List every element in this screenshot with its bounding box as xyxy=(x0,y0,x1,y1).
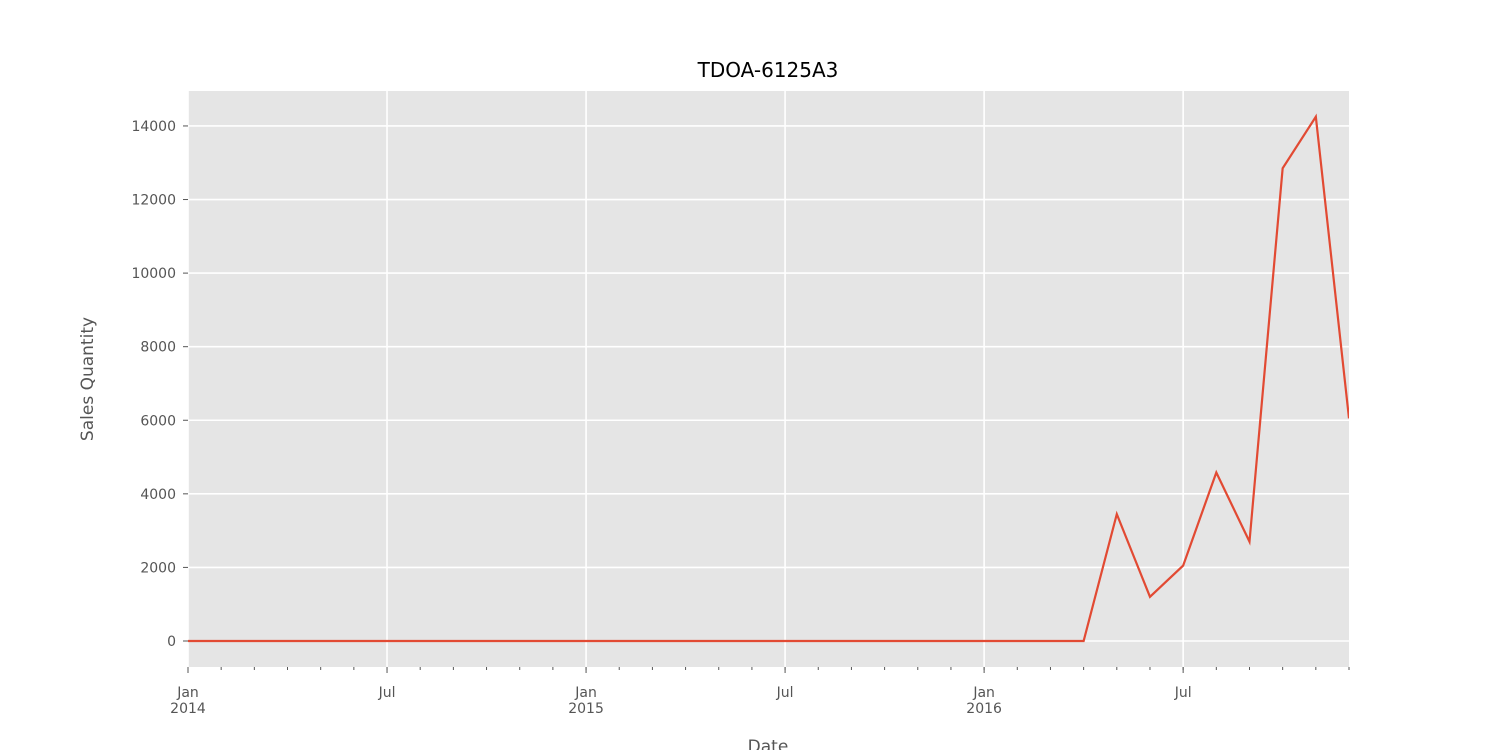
x-tick-label: Jan 2014 xyxy=(170,685,206,717)
y-tick-label: 8000 xyxy=(140,340,176,356)
y-axis-label: Sales Quantity xyxy=(78,317,98,441)
y-tick-label: 14000 xyxy=(131,119,176,135)
x-tick-label: Jul xyxy=(378,685,396,701)
chart-title: TDOA-6125A3 xyxy=(697,58,839,82)
y-tick-label: 0 xyxy=(167,634,176,650)
plot-background xyxy=(188,91,1349,667)
series-line xyxy=(188,113,1349,643)
y-tick-label: 2000 xyxy=(140,560,176,576)
x-tick-label: Jan 2015 xyxy=(568,685,604,717)
y-tick-label: 4000 xyxy=(140,487,176,503)
x-tick-label: Jan 2016 xyxy=(966,685,1002,717)
y-tick-label: 6000 xyxy=(140,413,176,429)
x-tick-label: Jul xyxy=(1174,685,1192,701)
x-axis-label: Date xyxy=(748,737,789,750)
y-tick-label: 10000 xyxy=(131,266,176,282)
y-tick-label: 12000 xyxy=(131,193,176,209)
x-tick-label: Jul xyxy=(776,685,794,701)
